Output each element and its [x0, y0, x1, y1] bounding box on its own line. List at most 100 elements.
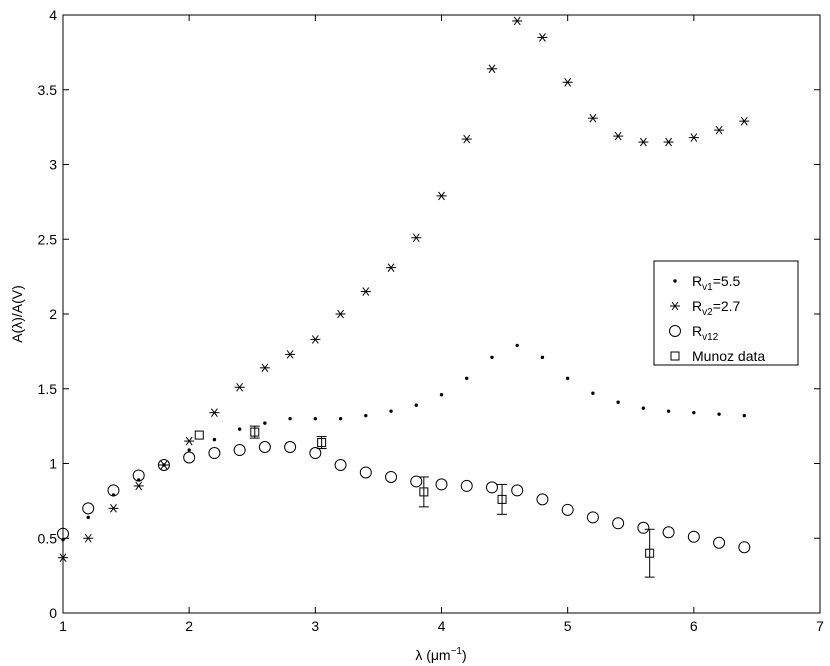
- data-point: [739, 116, 750, 126]
- data-point: [386, 263, 397, 272]
- data-point: [212, 437, 217, 442]
- data-point: [461, 134, 472, 144]
- data-point: [511, 484, 524, 497]
- x-tick-label: 6: [690, 618, 698, 634]
- legend-marker: [670, 301, 680, 311]
- data-point: [663, 137, 674, 147]
- data-point: [234, 382, 245, 392]
- data-point: [82, 502, 95, 515]
- series-3: [194, 425, 655, 578]
- data-point: [233, 444, 246, 457]
- y-axis-label: A(λ)/A(V): [9, 285, 25, 343]
- x-tick-label: 7: [816, 618, 824, 634]
- x-tick-label: 2: [185, 618, 193, 634]
- series-0: [61, 343, 746, 542]
- data-point: [713, 536, 726, 549]
- data-point: [460, 479, 473, 492]
- data-point: [250, 427, 260, 437]
- y-tick-label: 2.5: [38, 231, 58, 247]
- legend: Rv1=5.5 Rv2=2.7 Rv12 Munoz data: [653, 260, 799, 366]
- data-point: [738, 541, 751, 554]
- data-point: [83, 533, 94, 543]
- data-point: [334, 458, 347, 471]
- legend-box: [653, 260, 799, 366]
- data-point: [591, 391, 595, 395]
- data-point: [258, 441, 271, 454]
- data-point: [58, 553, 68, 562]
- data-point: [359, 466, 372, 479]
- data-point: [208, 447, 221, 460]
- data-point: [313, 416, 318, 421]
- data-point: [616, 400, 620, 404]
- data-point: [317, 438, 327, 448]
- data-point: [562, 77, 573, 87]
- data-point: [108, 504, 119, 513]
- data-point: [641, 406, 646, 410]
- data-point: [194, 430, 204, 440]
- data-point: [57, 527, 69, 540]
- data-point: [157, 458, 170, 471]
- data-point: [638, 137, 649, 147]
- x-tick-label: 5: [564, 618, 572, 634]
- y-tick-label: 1: [49, 456, 57, 472]
- y-tick-label: 2: [49, 306, 57, 322]
- data-point: [158, 460, 169, 470]
- error-bar: [644, 528, 655, 578]
- data-point: [364, 413, 368, 418]
- data-point: [714, 125, 725, 135]
- data-point: [497, 494, 507, 504]
- y-tick-label: 3: [49, 157, 57, 173]
- data-point: [717, 412, 721, 416]
- data-point: [263, 421, 267, 425]
- data-point: [338, 416, 343, 421]
- data-point: [414, 403, 418, 407]
- data-point: [132, 469, 145, 482]
- data-point: [237, 427, 242, 431]
- y-tick-label: 0.5: [38, 530, 58, 546]
- data-point: [410, 475, 423, 488]
- data-point: [310, 335, 321, 344]
- legend-marker: [670, 351, 680, 361]
- data-point: [666, 409, 671, 413]
- data-point: [259, 363, 270, 373]
- data-point: [687, 530, 700, 543]
- data-point: [385, 470, 398, 483]
- error-bar: [418, 476, 429, 508]
- data-point: [692, 410, 696, 415]
- data-point: [612, 517, 625, 530]
- data-point: [411, 233, 422, 243]
- error-bar: [497, 483, 508, 515]
- data-point: [537, 33, 548, 42]
- data-point: [436, 191, 447, 201]
- data-point: [536, 493, 549, 506]
- y-tick-label: 0: [49, 605, 57, 621]
- data-point: [512, 16, 523, 26]
- data-point: [613, 131, 624, 141]
- x-axis-label: λ (μm−1): [415, 646, 466, 663]
- data-point: [389, 409, 393, 413]
- data-point: [465, 376, 469, 380]
- data-point: [419, 487, 429, 497]
- data-point: [490, 355, 494, 360]
- data-point: [107, 484, 120, 497]
- series-1: [58, 16, 750, 562]
- x-tick-label: 3: [311, 618, 319, 634]
- data-point: [209, 408, 220, 417]
- data-point: [288, 416, 292, 421]
- x-tick-label: 4: [438, 618, 446, 634]
- data-point: [335, 309, 346, 319]
- legend-entry: Munoz data: [692, 348, 765, 364]
- data-point: [439, 393, 444, 397]
- data-point: [586, 511, 599, 524]
- data-point: [540, 355, 545, 360]
- data-point: [688, 133, 699, 142]
- data-point: [184, 436, 195, 446]
- data-point: [485, 481, 498, 494]
- data-point: [561, 503, 574, 516]
- y-tick-label: 1.5: [38, 381, 58, 397]
- legend-marker: [673, 279, 677, 283]
- data-point: [360, 287, 371, 296]
- data-point: [285, 350, 296, 359]
- marks-layer: [57, 16, 751, 578]
